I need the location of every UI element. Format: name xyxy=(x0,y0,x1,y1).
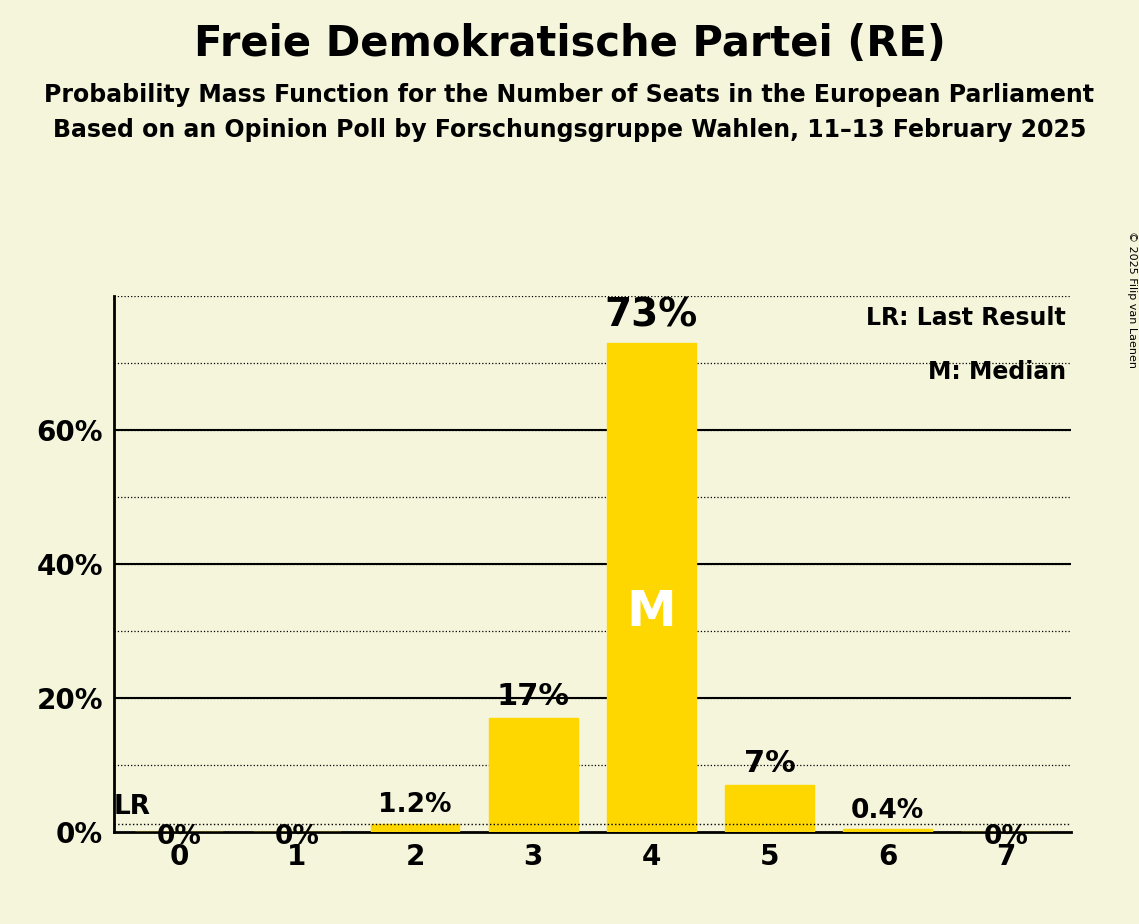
Bar xyxy=(843,829,932,832)
Text: 73%: 73% xyxy=(605,297,698,334)
Text: 0%: 0% xyxy=(983,824,1029,850)
Bar xyxy=(607,343,696,832)
Text: 0.4%: 0.4% xyxy=(851,797,924,823)
Text: Based on an Opinion Poll by Forschungsgruppe Wahlen, 11–13 February 2025: Based on an Opinion Poll by Forschungsgr… xyxy=(52,118,1087,142)
Bar xyxy=(489,718,577,832)
Bar xyxy=(371,823,459,832)
Text: 0%: 0% xyxy=(274,824,319,850)
Text: M: M xyxy=(626,588,677,636)
Text: 7%: 7% xyxy=(744,749,795,778)
Text: 0%: 0% xyxy=(156,824,202,850)
Bar xyxy=(726,784,813,832)
Text: 17%: 17% xyxy=(497,682,570,711)
Text: LR: Last Result: LR: Last Result xyxy=(866,307,1066,331)
Text: Freie Demokratische Partei (RE): Freie Demokratische Partei (RE) xyxy=(194,23,945,65)
Text: © 2025 Filip van Laenen: © 2025 Filip van Laenen xyxy=(1126,231,1137,368)
Text: Probability Mass Function for the Number of Seats in the European Parliament: Probability Mass Function for the Number… xyxy=(44,83,1095,107)
Text: LR: LR xyxy=(114,794,150,820)
Text: M: Median: M: Median xyxy=(928,360,1066,384)
Text: 1.2%: 1.2% xyxy=(378,792,452,819)
